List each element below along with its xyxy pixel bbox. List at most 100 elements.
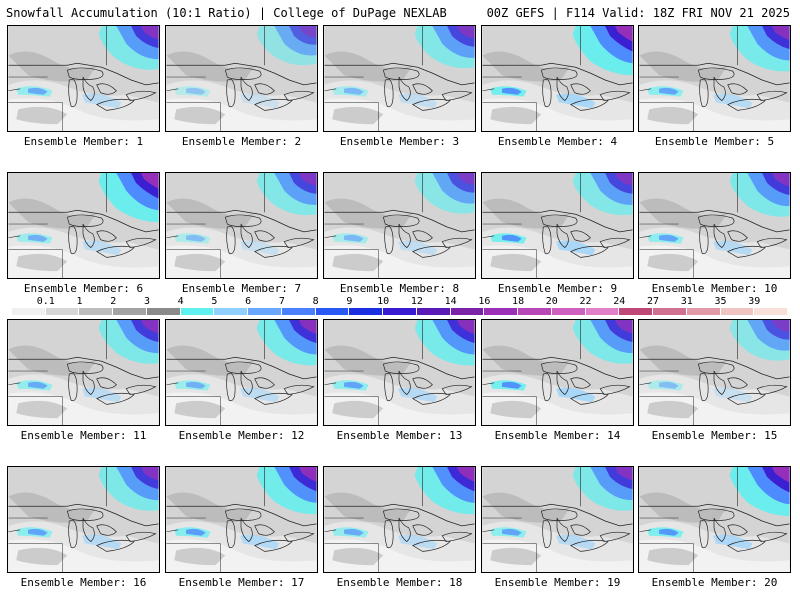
snowfall-map [482, 173, 633, 278]
snowfall-map [324, 173, 475, 278]
member-label-2: Ensemble Member: 2 [181, 135, 302, 148]
snowfall-map [166, 173, 317, 278]
snowfall-map [8, 26, 159, 131]
snowfall-map [639, 467, 790, 572]
legend-swatch [484, 308, 519, 315]
member-panel-17 [165, 466, 318, 573]
legend-label: 39 [748, 296, 761, 307]
snowfall-map [8, 467, 159, 572]
legend-label: 2 [110, 296, 117, 307]
snowfall-map [166, 320, 317, 425]
member-label-16: Ensemble Member: 16 [20, 576, 147, 589]
member-label-7: Ensemble Member: 7 [181, 282, 302, 295]
legend-swatch [653, 308, 687, 315]
member-label-11: Ensemble Member: 11 [20, 429, 147, 442]
member-label-9: Ensemble Member: 9 [497, 282, 618, 295]
legend-swatch [383, 308, 417, 315]
member-label-19: Ensemble Member: 19 [494, 576, 621, 589]
legend-label: 5 [211, 296, 218, 307]
legend-swatch [248, 308, 282, 315]
snowfall-map [639, 320, 790, 425]
legend-label: 10 [377, 296, 390, 307]
legend-label: 8 [312, 296, 319, 307]
legend-label: 1 [76, 296, 83, 307]
legend-swatch [113, 308, 147, 315]
member-label-14: Ensemble Member: 14 [494, 429, 621, 442]
member-panel-13 [323, 319, 476, 426]
member-panel-4 [481, 25, 634, 132]
legend-label: 24 [613, 296, 626, 307]
member-panel-5 [638, 25, 791, 132]
snowfall-map [482, 26, 633, 131]
member-panel-7 [165, 172, 318, 279]
legend-swatch [214, 308, 249, 315]
member-panel-9 [481, 172, 634, 279]
legend-swatch [450, 308, 485, 315]
member-panel-2 [165, 25, 318, 132]
legend-swatch [416, 308, 451, 315]
member-label-10: Ensemble Member: 10 [651, 282, 778, 295]
member-label-8: Ensemble Member: 8 [339, 282, 460, 295]
snowfall-map [482, 320, 633, 425]
snowfall-map [324, 467, 475, 572]
member-label-17: Ensemble Member: 17 [178, 576, 305, 589]
legend-swatch [754, 308, 788, 315]
legend-label: 9 [346, 296, 353, 307]
snowfall-map [639, 26, 790, 131]
snowfall-map [482, 467, 633, 572]
snowfall-map [8, 173, 159, 278]
legend-swatch [585, 308, 620, 315]
snowfall-map [166, 467, 317, 572]
legend-label: 14 [444, 296, 457, 307]
legend-swatch [45, 308, 80, 315]
legend-swatch [281, 308, 316, 315]
member-panel-15 [638, 319, 791, 426]
legend-swatch [619, 308, 654, 315]
snowfall-map [324, 320, 475, 425]
legend-swatch [518, 308, 552, 315]
member-panel-6 [7, 172, 160, 279]
member-label-13: Ensemble Member: 13 [336, 429, 463, 442]
member-panel-10 [638, 172, 791, 279]
member-label-4: Ensemble Member: 4 [497, 135, 618, 148]
legend-swatch [686, 308, 721, 315]
member-panel-16 [7, 466, 160, 573]
snowfall-map [166, 26, 317, 131]
legend-swatch [720, 308, 755, 315]
legend-label: 16 [478, 296, 491, 307]
legend-swatch [551, 308, 586, 315]
legend-label: 22 [579, 296, 592, 307]
legend-swatch [146, 308, 181, 315]
legend-label: 3 [143, 296, 150, 307]
legend-label: 18 [512, 296, 525, 307]
member-label-6: Ensemble Member: 6 [23, 282, 144, 295]
legend-label: 27 [647, 296, 660, 307]
member-label-20: Ensemble Member: 20 [651, 576, 778, 589]
color-scale-legend: 0.1 1 2 3 4 5 6 7 8 9 10 12 14 16 18 20 22 24 27 31 35 39 [12, 296, 788, 319]
member-panel-11 [7, 319, 160, 426]
legend-label: 20 [545, 296, 558, 307]
legend-label: 35 [714, 296, 727, 307]
legend-label: 7 [278, 296, 285, 307]
member-panel-18 [323, 466, 476, 573]
member-panel-8 [323, 172, 476, 279]
member-panel-12 [165, 319, 318, 426]
legend-label: 12 [410, 296, 423, 307]
legend-label: 6 [245, 296, 252, 307]
map-title: Snowfall Accumulation (10:1 Ratio) | Col… [6, 6, 447, 20]
member-label-3: Ensemble Member: 3 [339, 135, 460, 148]
member-panel-20 [638, 466, 791, 573]
member-panel-3 [323, 25, 476, 132]
member-label-1: Ensemble Member: 1 [23, 135, 144, 148]
member-panel-19 [481, 466, 634, 573]
member-label-5: Ensemble Member: 5 [654, 135, 775, 148]
member-label-12: Ensemble Member: 12 [178, 429, 305, 442]
member-label-15: Ensemble Member: 15 [651, 429, 778, 442]
legend-label: 4 [177, 296, 184, 307]
legend-swatch [349, 308, 384, 315]
legend-label: 0.1 [36, 296, 55, 307]
snowfall-map [324, 26, 475, 131]
member-panel-1 [7, 25, 160, 132]
legend-label: 31 [680, 296, 693, 307]
snowfall-map [639, 173, 790, 278]
